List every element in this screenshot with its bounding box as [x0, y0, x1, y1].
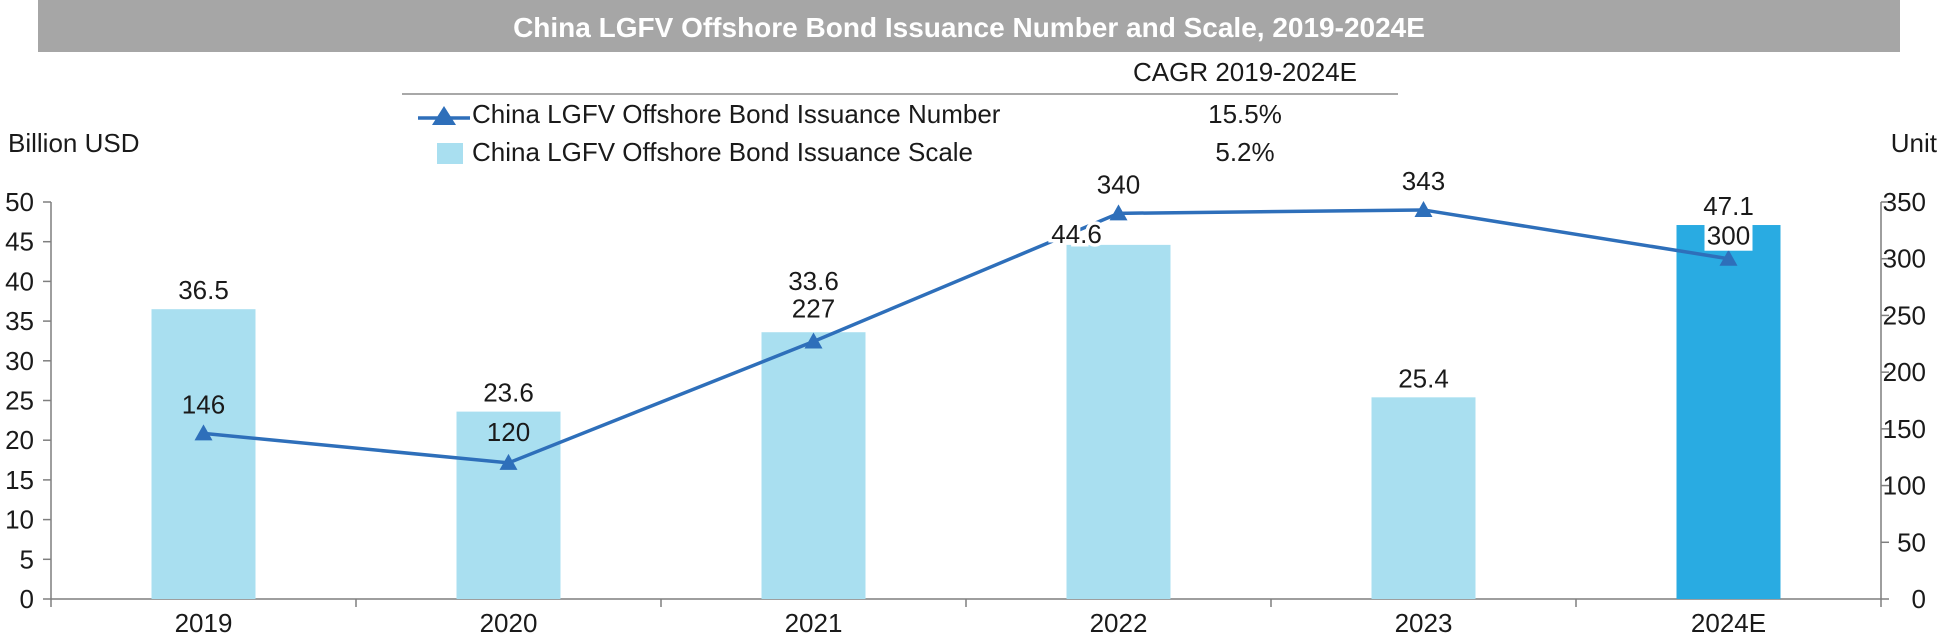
legend-label-scale: China LGFV Offshore Bond Issuance Scale	[472, 137, 973, 167]
chart-title: China LGFV Offshore Bond Issuance Number…	[513, 12, 1425, 43]
y-tick-label-right: 250	[1883, 300, 1926, 330]
y-tick-label-left: 5	[20, 544, 34, 574]
data-label-scale: 36.5	[178, 275, 229, 305]
point-number-2019	[194, 424, 213, 441]
point-number-2024E	[1719, 249, 1738, 266]
bar-scale-2019	[151, 309, 256, 599]
data-label-scale: 23.6	[483, 378, 534, 408]
point-number-2022	[1109, 204, 1128, 221]
y-tick-label-left: 0	[20, 584, 34, 614]
bar-scale-2024E	[1676, 225, 1781, 599]
x-tick-label: 2019	[175, 608, 233, 638]
chart-title-bar	[38, 0, 1900, 52]
bar-scale-2023	[1371, 397, 1476, 599]
line-layer	[194, 200, 1738, 470]
legend-cagr-scale: 5.2%	[1215, 137, 1274, 167]
bar-scale-2020	[456, 411, 561, 599]
legend-item-scale: China LGFV Offshore Bond Issuance Scale …	[437, 137, 1275, 167]
legend-cagr-number: 15.5%	[1208, 99, 1282, 129]
y-axis-right-label: Unit	[1891, 128, 1938, 158]
bar-scale-2021	[761, 332, 866, 599]
x-tick-label: 2024E	[1691, 608, 1766, 638]
bars	[151, 225, 1781, 599]
y-tick-label-right: 200	[1883, 357, 1926, 387]
x-tick-label: 2020	[480, 608, 538, 638]
axes: 0 5 10 15 20 25 30 35 40 45 50 0 50 100 150 200 250 300 35…	[5, 187, 1926, 638]
data-label-number: 340	[1097, 169, 1140, 199]
data-label-number: 300	[1707, 221, 1750, 251]
data-label-scale: 47.1	[1703, 191, 1754, 221]
data-label-number: 227	[792, 294, 835, 324]
data-label-number: 343	[1402, 166, 1445, 196]
line-number-series	[203, 208, 1729, 465]
data-label-number: 146	[182, 389, 225, 419]
y-tick-label-right: 50	[1897, 527, 1926, 557]
data-label-scale: 44.6	[1051, 219, 1102, 249]
y-tick-label-right: 350	[1883, 187, 1926, 217]
y-tick-label-right: 150	[1883, 414, 1926, 444]
legend-label-number: China LGFV Offshore Bond Issuance Number	[472, 99, 1001, 129]
y-axis-left-label: Billion USD	[8, 128, 140, 158]
point-number-2021	[804, 332, 823, 349]
data-labels: 36.5 23.6 33.6 44.6 25.4 47.1 146 120 227 340 343 3…	[178, 166, 1754, 447]
y-tick-label-left: 10	[5, 505, 34, 535]
bar-scale-2022	[1066, 244, 1171, 599]
data-label-bg	[1704, 220, 1753, 251]
y-tick-label-left: 50	[5, 187, 34, 217]
legend-triangle-icon	[432, 106, 456, 125]
data-label-number: 120	[487, 417, 530, 447]
y-tick-label-right: 300	[1883, 244, 1926, 274]
y-tick-label-left: 25	[5, 386, 34, 416]
y-tick-label-left: 40	[5, 266, 34, 296]
x-tick-label: 2023	[1395, 608, 1453, 638]
x-tick-label: 2021	[785, 608, 843, 638]
data-label-scale: 25.4	[1398, 363, 1449, 393]
y-tick-label-right: 0	[1912, 584, 1926, 614]
point-number-2020	[499, 453, 518, 470]
y-tick-label-right: 100	[1883, 471, 1926, 501]
y-tick-label-left: 20	[5, 425, 34, 455]
legend-item-number: China LGFV Offshore Bond Issuance Number…	[418, 99, 1282, 129]
data-label-scale: 33.6	[788, 266, 839, 296]
legend-bar-swatch	[437, 143, 463, 164]
y-tick-label-left: 15	[5, 465, 34, 495]
cagr-header: CAGR 2019-2024E	[1133, 57, 1357, 87]
y-tick-label-left: 35	[5, 306, 34, 336]
x-tick-label: 2022	[1090, 608, 1148, 638]
y-tick-label-left: 45	[5, 227, 34, 257]
point-number-2023	[1414, 200, 1433, 217]
y-tick-label-left: 30	[5, 346, 34, 376]
